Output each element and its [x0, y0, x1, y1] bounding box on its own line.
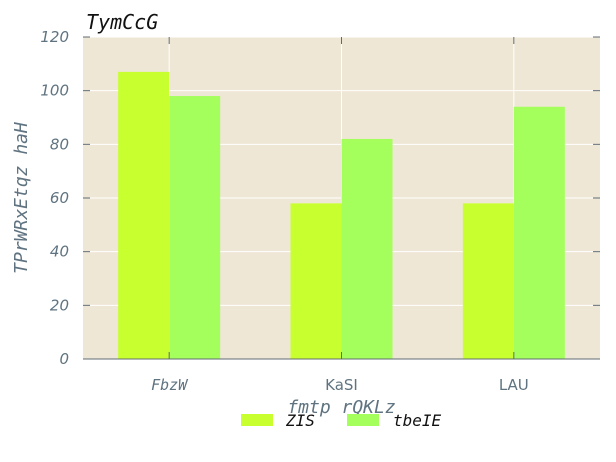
- y-tick-label: 60: [50, 189, 69, 207]
- y-tick-label: 120: [40, 28, 69, 46]
- x-tick-label: FbzW: [151, 376, 189, 394]
- y-tick-label: 0: [59, 350, 69, 368]
- y-axis-label: TPrWRxEtqz haH: [11, 122, 32, 274]
- bar-ZIS-LAU: [462, 203, 514, 359]
- x-tick-label: KaSI: [325, 376, 358, 394]
- bar-ZIS-KaSI: [290, 203, 342, 359]
- y-tick-label: 20: [50, 296, 69, 314]
- ticks-group: 0 20 40 60 80 100 120 FbzW KaSI LAU: [40, 28, 600, 394]
- bars-group: [118, 71, 565, 360]
- legend-swatch-tbeIE: [347, 414, 379, 426]
- y-tick-label: 40: [50, 243, 69, 261]
- legend-swatch-ZIS: [241, 414, 273, 426]
- bar-tbeIE-KaSI: [341, 138, 393, 359]
- legend: ZIS tbeIE: [241, 411, 442, 430]
- y-tick-label: 80: [50, 135, 69, 153]
- x-tick-label: LAU: [499, 376, 529, 394]
- bar-ZIS-FbzW: [118, 71, 170, 359]
- x-axis-label: fmtp rQKLz: [287, 397, 395, 418]
- legend-label-ZIS: ZIS: [285, 411, 315, 430]
- y-tick-label: 100: [40, 82, 69, 100]
- bar-tbeIE-LAU: [513, 106, 565, 360]
- bar-tbeIE-FbzW: [169, 96, 221, 360]
- legend-label-tbeIE: tbeIE: [393, 411, 442, 430]
- chart-title: TymCcG: [86, 10, 158, 34]
